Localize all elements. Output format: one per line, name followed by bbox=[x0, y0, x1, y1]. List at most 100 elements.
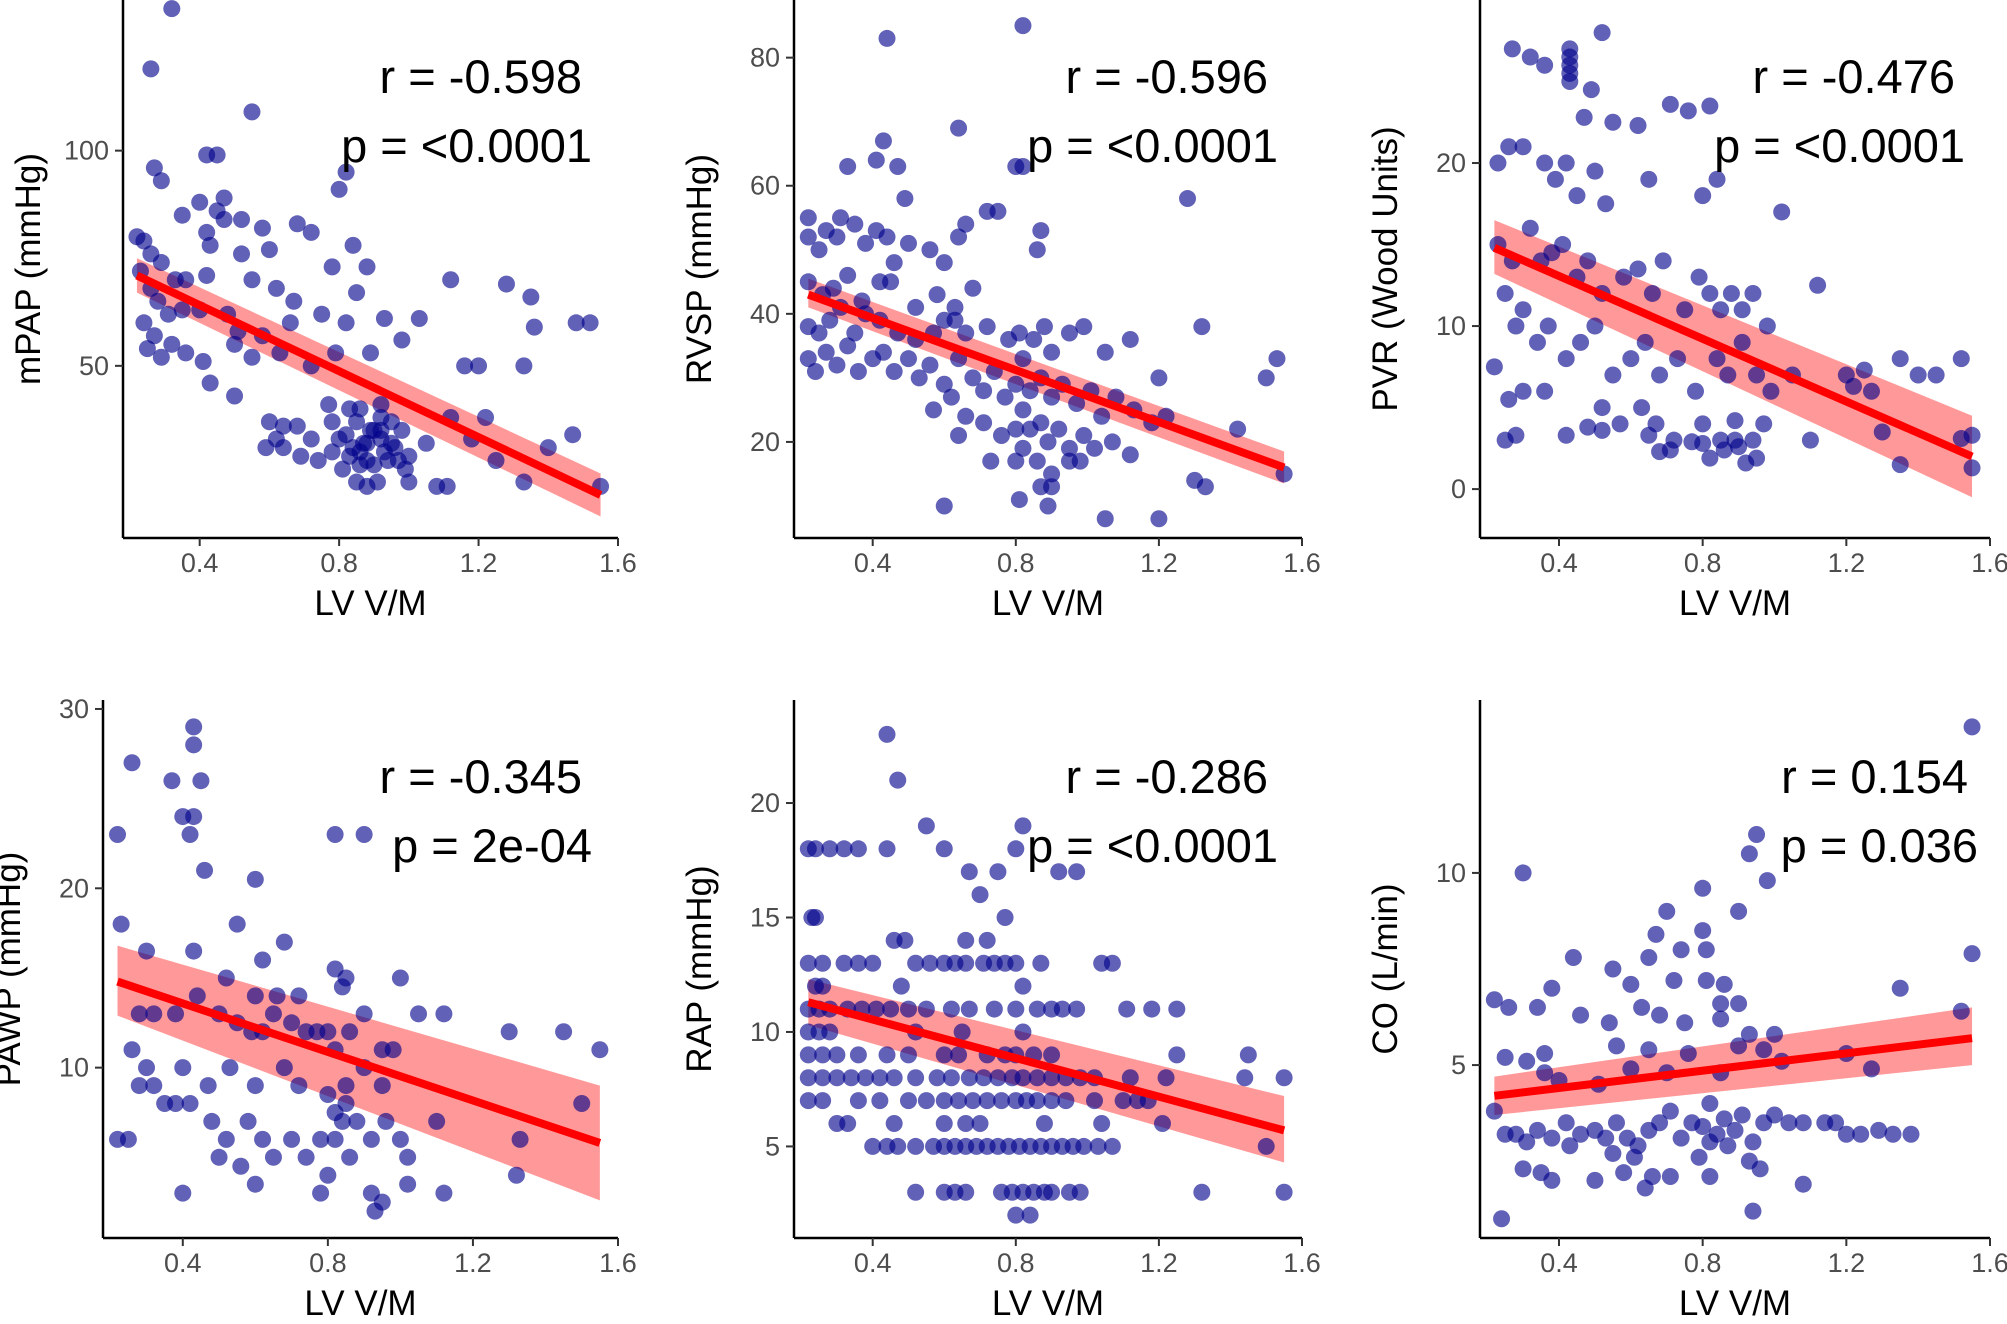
data-point bbox=[871, 1092, 889, 1110]
data-point bbox=[1500, 390, 1518, 408]
data-point bbox=[964, 279, 982, 297]
data-point bbox=[348, 1112, 366, 1130]
data-point bbox=[1963, 945, 1981, 963]
data-point bbox=[1694, 187, 1712, 205]
data-point bbox=[1730, 902, 1748, 920]
x-tick-label: 0.8 bbox=[320, 548, 358, 578]
data-point bbox=[203, 1112, 221, 1130]
scatter-points bbox=[109, 718, 609, 1220]
data-point bbox=[1536, 382, 1554, 400]
data-point bbox=[1157, 1069, 1175, 1087]
data-point bbox=[1007, 840, 1025, 858]
data-point bbox=[221, 1059, 239, 1077]
data-point bbox=[477, 408, 495, 426]
data-point bbox=[982, 452, 1000, 470]
data-point bbox=[1489, 154, 1507, 172]
data-point bbox=[1572, 333, 1590, 351]
data-point bbox=[1546, 170, 1564, 188]
data-point bbox=[1035, 1115, 1053, 1133]
data-point bbox=[337, 163, 355, 181]
data-point bbox=[1060, 439, 1078, 457]
data-point bbox=[1952, 1002, 1970, 1020]
y-tick-label: 5 bbox=[1451, 1050, 1466, 1080]
data-point bbox=[226, 335, 244, 353]
data-point bbox=[1640, 170, 1658, 188]
data-point bbox=[152, 254, 170, 272]
x-tick-label: 1.6 bbox=[599, 548, 637, 578]
data-point bbox=[1855, 361, 1873, 379]
data-point bbox=[960, 1000, 978, 1018]
data-point bbox=[1150, 369, 1168, 387]
data-point bbox=[992, 1092, 1010, 1110]
data-point bbox=[145, 327, 163, 345]
data-point bbox=[971, 1115, 989, 1133]
data-point bbox=[1708, 170, 1726, 188]
data-point bbox=[1697, 972, 1715, 990]
data-point bbox=[1604, 366, 1622, 384]
data-point bbox=[1744, 431, 1762, 449]
data-point bbox=[334, 460, 352, 478]
data-point bbox=[899, 1092, 917, 1110]
data-point bbox=[935, 1115, 953, 1133]
data-point bbox=[119, 1130, 137, 1148]
data-point bbox=[281, 314, 299, 332]
data-point bbox=[985, 1000, 1003, 1018]
data-point bbox=[1593, 421, 1611, 439]
data-point bbox=[1557, 1114, 1575, 1132]
data-point bbox=[1143, 1000, 1161, 1018]
data-point bbox=[525, 318, 543, 336]
data-point bbox=[283, 1014, 301, 1032]
y-tick-label: 5 bbox=[765, 1131, 780, 1161]
data-point bbox=[396, 460, 414, 478]
data-point bbox=[337, 314, 355, 332]
data-point bbox=[935, 1092, 953, 1110]
data-point bbox=[1694, 415, 1712, 433]
data-point bbox=[1257, 1137, 1275, 1155]
data-point bbox=[817, 343, 835, 361]
data-point bbox=[810, 324, 828, 342]
y-axis-title: RAP (mmHg) bbox=[680, 865, 719, 1072]
data-point bbox=[1514, 1160, 1532, 1178]
data-point bbox=[957, 931, 975, 949]
data-point bbox=[1604, 113, 1622, 131]
data-point bbox=[821, 311, 839, 329]
data-point bbox=[522, 288, 540, 306]
data-point bbox=[1032, 414, 1050, 432]
data-point bbox=[992, 427, 1010, 445]
data-point bbox=[290, 987, 308, 1005]
y-tick-label: 20 bbox=[750, 788, 780, 818]
data-point bbox=[167, 1095, 185, 1112]
data-point bbox=[1089, 1137, 1107, 1155]
data-point bbox=[417, 434, 435, 452]
x-axis-title: LV V/M bbox=[1679, 1284, 1791, 1323]
data-point bbox=[185, 942, 203, 960]
data-point bbox=[1669, 350, 1687, 368]
data-point bbox=[368, 473, 386, 491]
data-point bbox=[896, 190, 914, 208]
data-point bbox=[130, 1077, 148, 1095]
data-point bbox=[978, 318, 996, 336]
data-point bbox=[1043, 478, 1061, 496]
data-point bbox=[882, 273, 900, 291]
data-point bbox=[138, 942, 156, 960]
data-point bbox=[239, 1112, 257, 1130]
data-point bbox=[1712, 995, 1730, 1013]
data-point bbox=[799, 1046, 817, 1064]
data-point bbox=[1586, 1171, 1604, 1189]
data-point bbox=[885, 254, 903, 272]
data-point bbox=[878, 29, 896, 47]
data-point bbox=[1730, 438, 1748, 456]
data-point bbox=[312, 1130, 330, 1148]
data-point bbox=[1963, 426, 1981, 444]
data-point bbox=[1514, 301, 1532, 319]
data-point bbox=[1694, 879, 1712, 897]
data-point bbox=[1870, 1121, 1888, 1139]
data-point bbox=[1845, 377, 1863, 395]
data-point bbox=[814, 977, 832, 995]
data-point bbox=[885, 1115, 903, 1133]
data-point bbox=[849, 954, 867, 972]
data-point bbox=[1593, 399, 1611, 417]
data-point bbox=[889, 771, 907, 789]
data-point bbox=[267, 279, 285, 297]
data-point bbox=[1748, 366, 1766, 384]
